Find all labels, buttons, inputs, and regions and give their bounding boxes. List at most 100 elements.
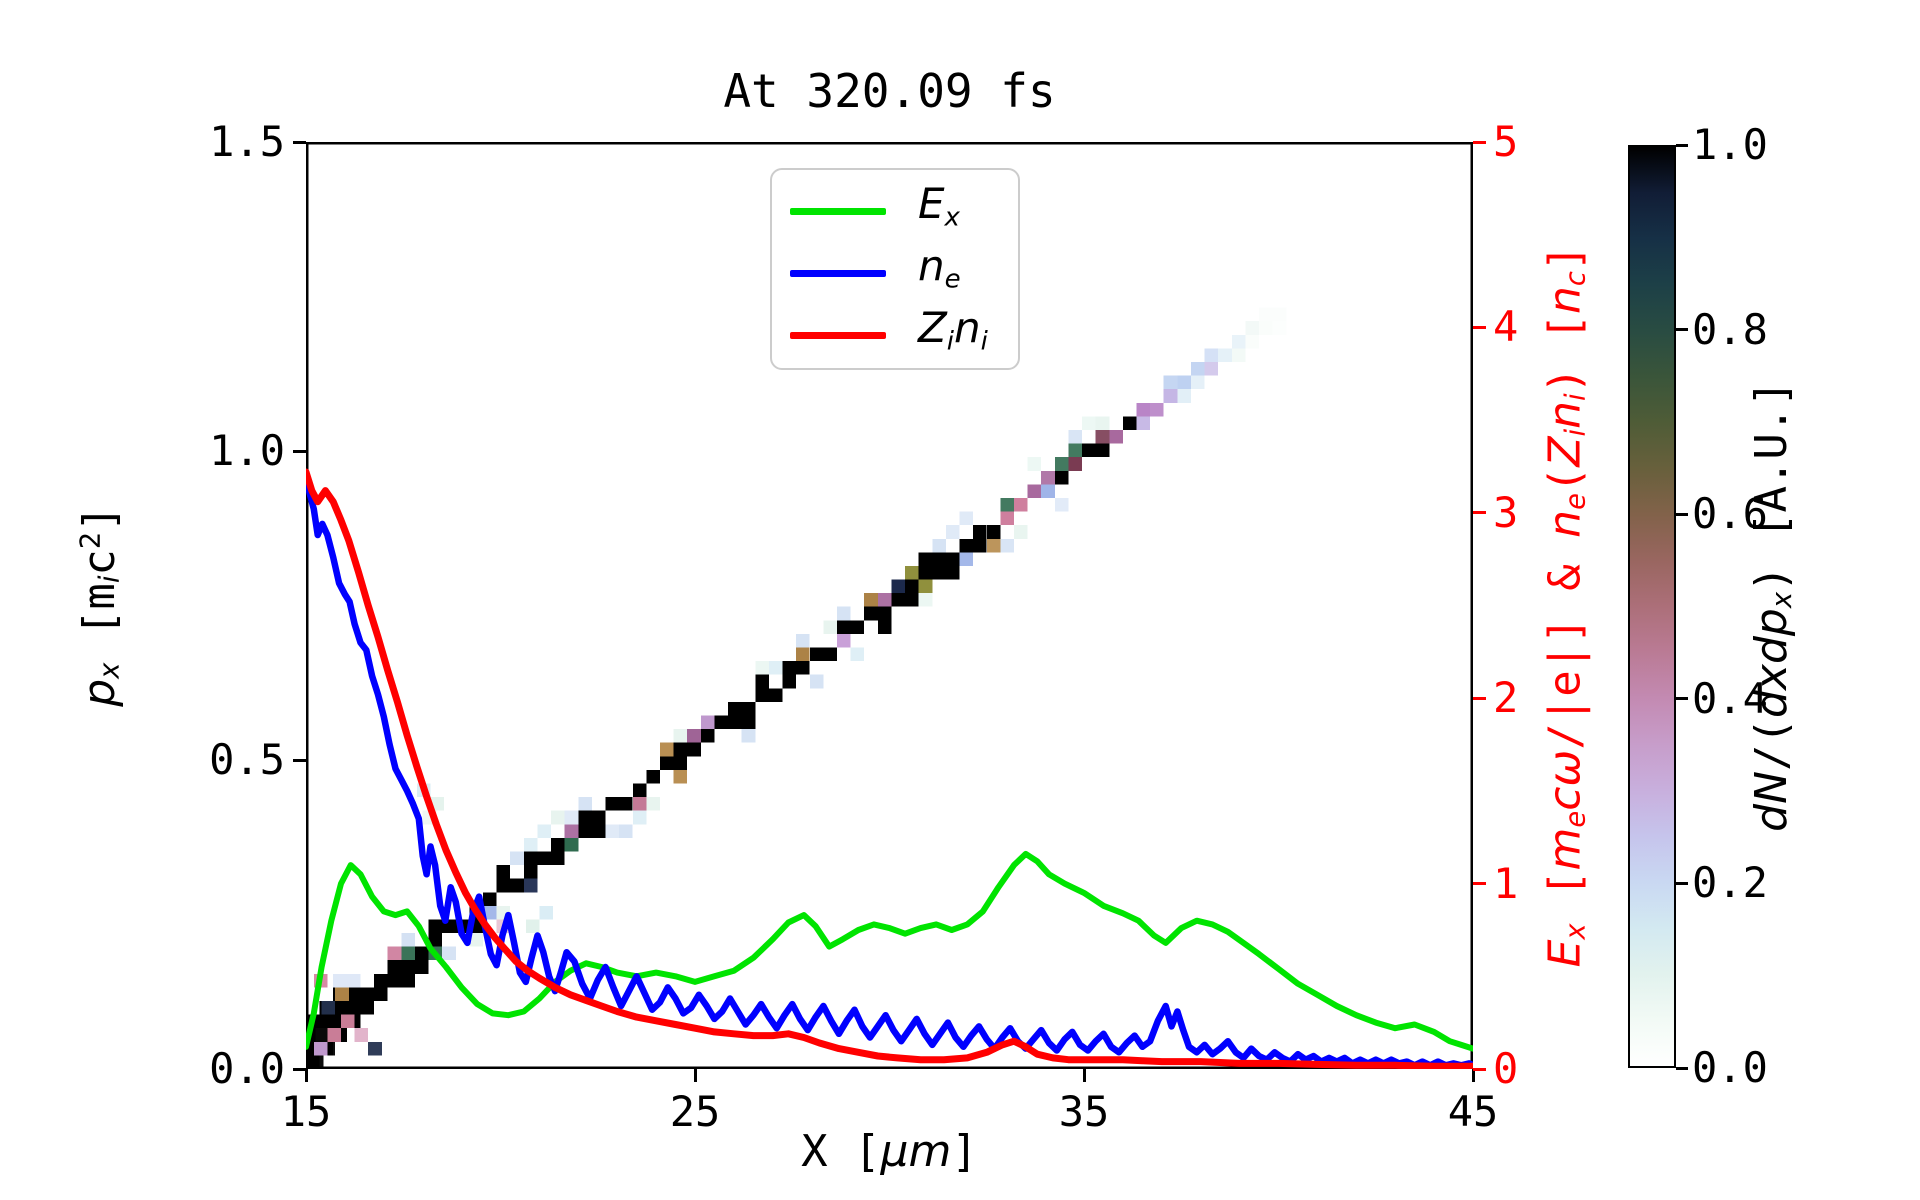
x-tick-label: 25 xyxy=(669,1087,721,1136)
heatmap-cell xyxy=(374,973,388,988)
y-right-tick-label: 4 xyxy=(1493,302,1519,352)
y-right-tick-label: 2 xyxy=(1493,673,1519,723)
label-fragment: e xyxy=(1559,492,1591,510)
colorbar-tick-label: 0.4 xyxy=(1692,673,1768,723)
heatmap-cell xyxy=(905,593,919,607)
heatmap-cell xyxy=(1082,416,1096,430)
heatmap-cell xyxy=(1163,375,1178,390)
heatmap-cell xyxy=(537,851,552,866)
heatmap-cell xyxy=(673,769,688,784)
heatmap-cell xyxy=(768,688,783,702)
heatmap-cell xyxy=(646,769,660,784)
colorbar-tick xyxy=(1676,143,1688,147)
heatmap-cell xyxy=(891,593,905,607)
heatmap-cell xyxy=(1109,430,1123,444)
heatmap-cell xyxy=(877,606,892,621)
legend-item-ne: ne xyxy=(790,242,1018,304)
heatmap-cell xyxy=(551,837,565,852)
label-fragment: i xyxy=(946,326,955,357)
heatmap-cell xyxy=(1231,334,1246,349)
colorbar-tick-label: 0.8 xyxy=(1692,304,1768,354)
legend-label-Zini: Zini xyxy=(918,304,988,366)
heatmap-cell xyxy=(673,742,688,757)
colorbar-tick xyxy=(1676,697,1688,701)
heatmap-cell xyxy=(782,674,797,689)
heatmap-cell xyxy=(837,633,851,648)
colorbar-tick xyxy=(1676,328,1688,332)
label-fragment: ) xyxy=(1746,538,1798,592)
heatmap-cell xyxy=(1136,402,1151,417)
heatmap-cell xyxy=(891,579,905,594)
legend-swatch-Ex xyxy=(790,207,886,215)
heatmap-cell xyxy=(687,729,701,743)
heatmap-cell xyxy=(537,824,552,838)
heatmap-cell xyxy=(1150,402,1164,417)
heatmap-cell xyxy=(1014,525,1028,539)
heatmap-cell xyxy=(918,552,933,566)
label-fragment: n xyxy=(1539,400,1591,429)
heatmap-cell xyxy=(823,620,837,634)
heatmap-cell xyxy=(1068,443,1082,458)
heatmap-cell xyxy=(368,1041,382,1056)
heatmap-cell xyxy=(428,933,443,947)
label-fragment: i xyxy=(980,326,988,357)
heatmap-cell xyxy=(1054,470,1069,485)
heatmap-cell xyxy=(796,661,810,675)
heatmap-cell xyxy=(932,538,946,553)
heatmap-cell xyxy=(1259,321,1273,335)
plot-area xyxy=(306,142,1473,1069)
label-fragment: Z xyxy=(918,303,947,353)
heatmap-cell xyxy=(523,865,538,879)
heatmap-cell xyxy=(1095,443,1110,458)
label-fragment: E xyxy=(1539,939,1591,967)
heatmap-cell xyxy=(1041,484,1055,498)
heatmap-cell xyxy=(796,647,810,662)
heatmap-cell xyxy=(374,987,388,1001)
heatmap-cell xyxy=(1041,470,1055,485)
colorbar-tick-label: 1.0 xyxy=(1692,120,1768,169)
label-fragment: p xyxy=(74,678,126,707)
heatmap-cell xyxy=(1272,307,1287,322)
heatmap-cell xyxy=(578,810,592,825)
heatmap-cell xyxy=(414,960,429,974)
heatmap-cell xyxy=(1054,457,1069,471)
label-fragment: Z xyxy=(1539,436,1591,467)
heatmap-cell xyxy=(837,606,851,621)
heatmap-cell xyxy=(632,810,647,825)
ne-line xyxy=(306,476,1473,1069)
label-fragment: x xyxy=(1766,591,1798,608)
heatmap-cell xyxy=(755,674,769,689)
heatmap-cell xyxy=(837,620,851,634)
heatmap-cell xyxy=(401,960,415,974)
label-fragment: X [ xyxy=(801,1126,881,1177)
y-right-tick xyxy=(1473,325,1486,329)
heatmap-cell xyxy=(782,661,797,675)
heatmap-cell xyxy=(728,715,742,730)
heatmap-cell xyxy=(918,593,933,607)
Ex-line xyxy=(306,850,1473,1052)
heatmap-cell xyxy=(1218,348,1232,362)
colorbar-tick-label: 0.0 xyxy=(1692,1043,1768,1092)
heatmap-cell xyxy=(510,878,524,893)
y-left-tick xyxy=(293,449,306,453)
y-right-tick-label: 0 xyxy=(1493,1044,1519,1093)
y-axis-label-right: Ex [mecω/|e|] & ne(Zini) [nc] xyxy=(1518,142,1612,1069)
heatmap-cell xyxy=(905,565,919,580)
label-fragment: E xyxy=(918,179,945,229)
y-right-tick-label: 3 xyxy=(1493,487,1519,537)
heatmap-cell xyxy=(551,810,565,825)
heatmap-cell xyxy=(605,824,620,838)
label-fragment: μ xyxy=(880,1126,909,1177)
y-right-tick xyxy=(1473,1067,1486,1071)
label-fragment: ] xyxy=(951,1126,978,1177)
heatmap-cell xyxy=(959,538,974,553)
heatmap-cell xyxy=(1068,457,1082,471)
y-right-tick-label: 5 xyxy=(1493,117,1519,166)
heatmap-cell xyxy=(346,973,361,988)
heatmap-cell xyxy=(959,552,974,566)
heatmap-cell xyxy=(354,1028,369,1042)
heatmap-cell xyxy=(646,797,660,811)
plot-border xyxy=(306,142,1473,1069)
heatmap-cell xyxy=(1014,498,1028,512)
